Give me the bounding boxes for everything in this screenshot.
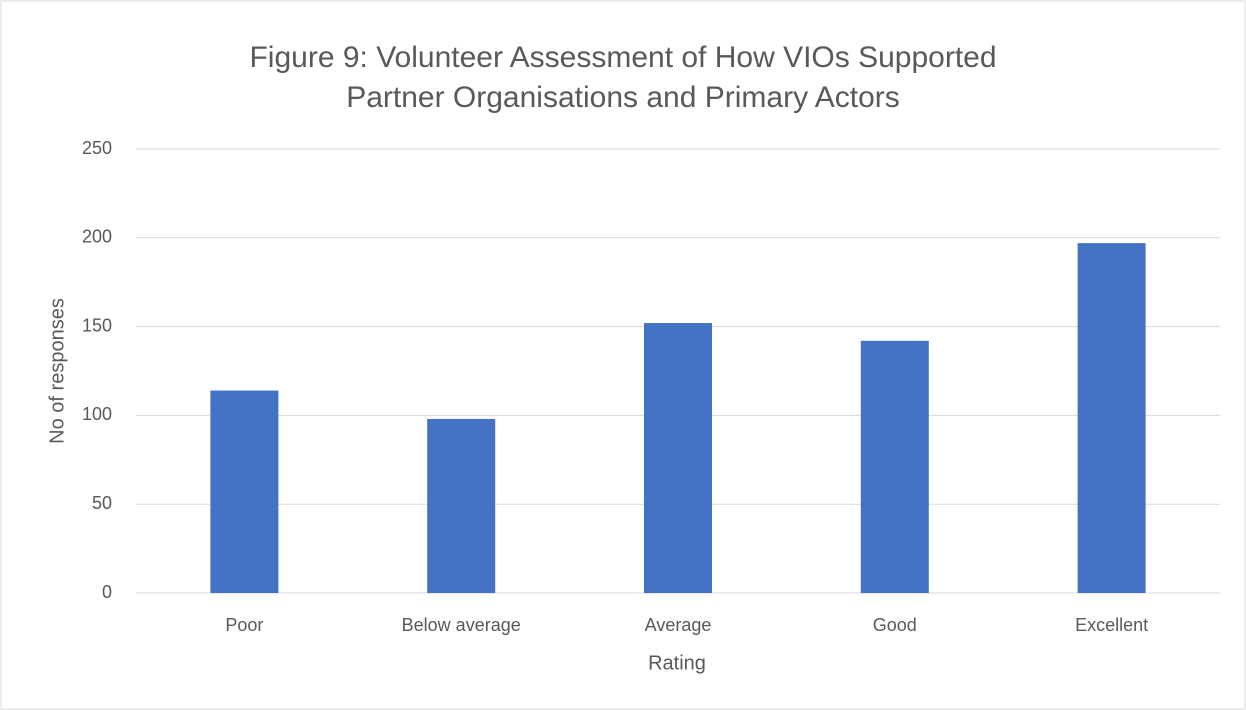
x-tick-label: Good [873,615,917,635]
bar [644,323,712,593]
bar [860,340,929,593]
y-tick-label: 50 [92,493,112,513]
x-tick-label: Below average [402,615,521,635]
y-tick-label: 100 [82,404,112,424]
x-tick-label: Poor [225,615,263,635]
bar [427,418,496,593]
y-axis-label: No of responses [46,298,68,444]
x-tick-label: Average [645,615,712,635]
x-tick-label: Excellent [1075,615,1148,635]
bar [210,390,279,593]
y-tick-label: 0 [102,582,112,602]
bar [1077,243,1146,594]
y-tick-label: 250 [82,138,112,158]
x-axis-label: Rating [648,652,706,674]
y-tick-label: 150 [82,315,112,335]
chart-title: Figure 9: Volunteer Assessment of How VI… [249,41,997,114]
y-tick-label: 200 [82,227,112,247]
